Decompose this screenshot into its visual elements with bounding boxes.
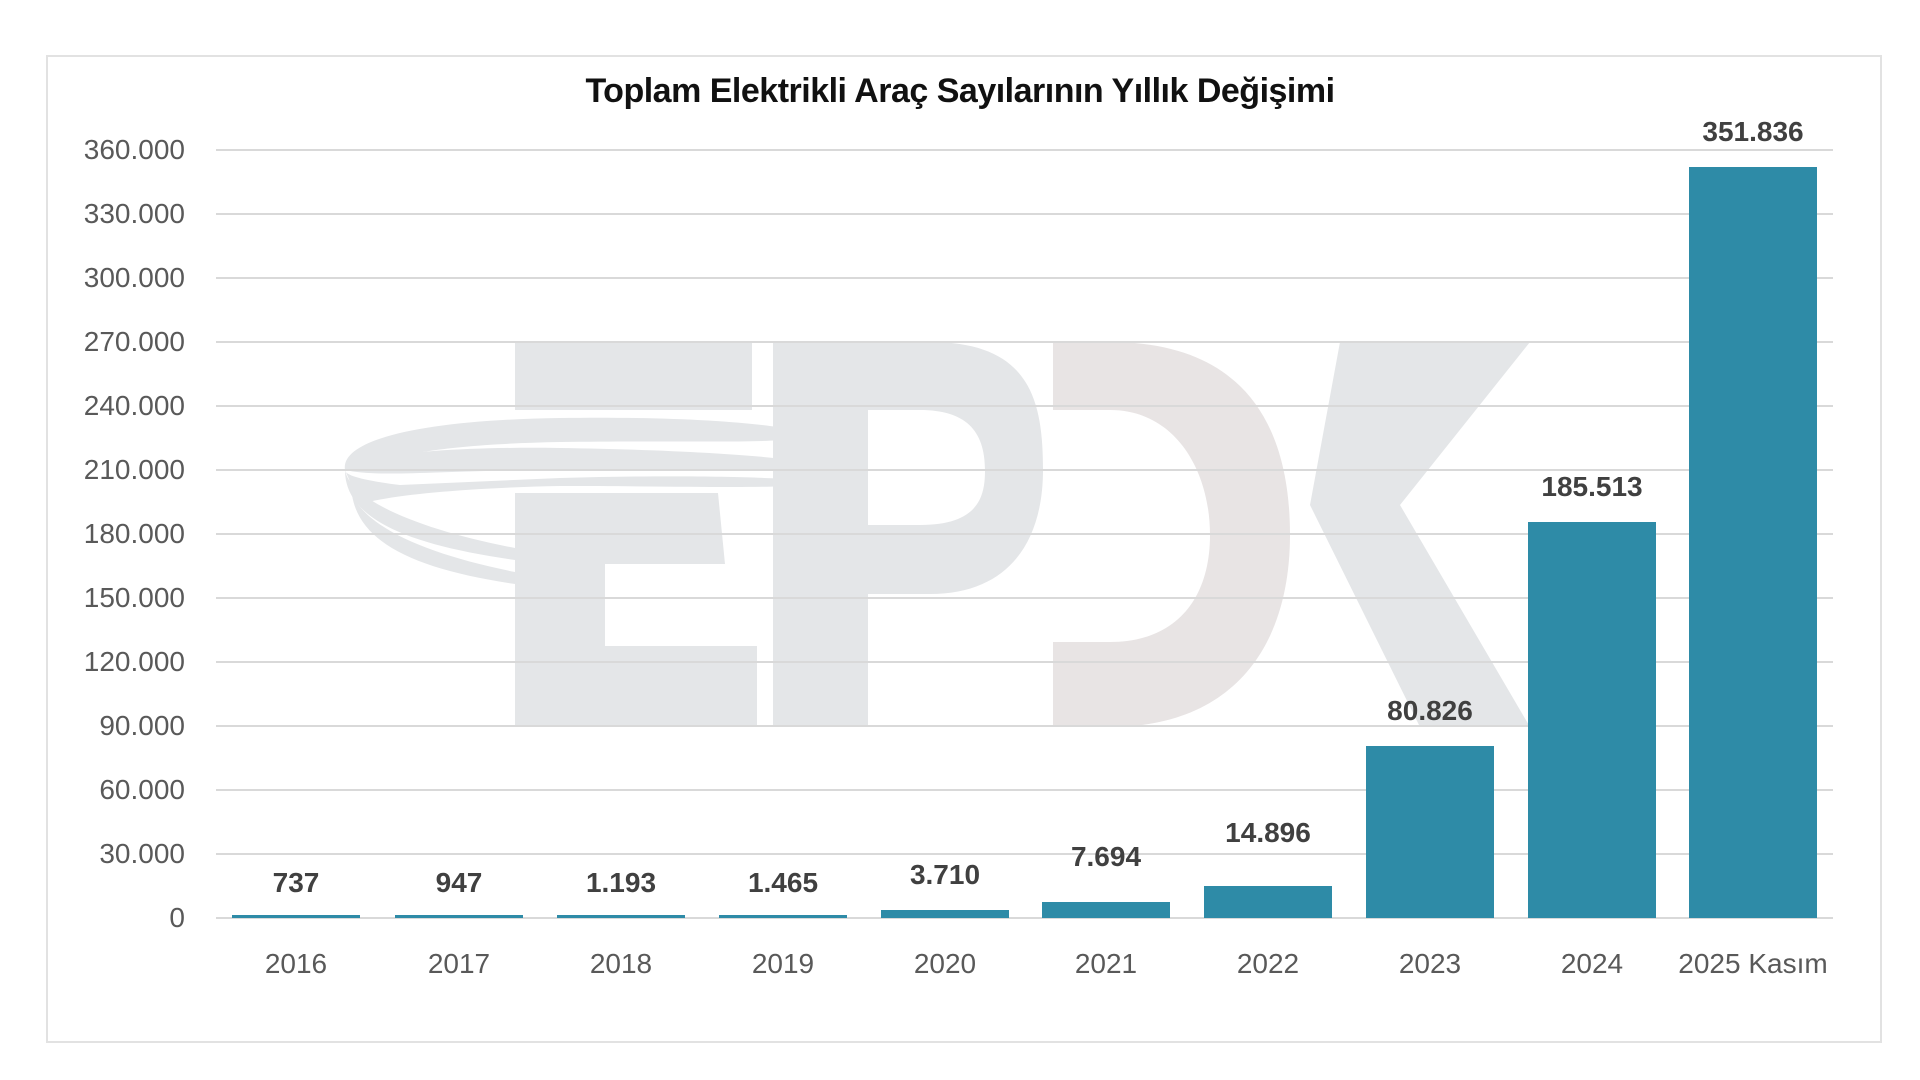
- x-axis-tick-label: 2025 Kasım: [1678, 948, 1828, 979]
- bar-2016[interactable]: [232, 915, 360, 918]
- x-axis-tick-label: 2016: [264, 948, 328, 979]
- bar-data-label: 185.513: [1541, 471, 1643, 503]
- gridline: [216, 277, 1833, 279]
- bar-2021[interactable]: [1042, 901, 1170, 918]
- gridline: [216, 469, 1833, 471]
- y-axis-tick-label: 120.000: [83, 646, 185, 677]
- gridline: [216, 917, 1833, 919]
- x-axis-tick-label: 2021: [1074, 948, 1138, 979]
- x-axis-tick-label: 2024: [1560, 948, 1624, 979]
- bar-data-label: 1.193: [585, 867, 657, 898]
- y-axis-tick-label: 300.000: [83, 262, 185, 293]
- bar-2020[interactable]: [881, 910, 1009, 918]
- gridline: [216, 405, 1833, 407]
- y-axis-tick-label: 0: [169, 902, 185, 933]
- x-axis-tick-label: 2019: [751, 948, 815, 979]
- y-axis-tick-label: 30.000: [99, 838, 185, 869]
- x-axis-tick-label: 2017: [427, 948, 491, 979]
- x-axis-tick-label: 2023: [1398, 948, 1462, 979]
- bar-data-label: 14.896: [1225, 817, 1311, 848]
- bar-data-label: 947: [435, 867, 483, 898]
- bar-data-label: 737: [272, 867, 320, 898]
- y-axis-tick-label: 330.000: [83, 198, 185, 229]
- x-axis-tick-label: 2018: [589, 948, 653, 979]
- y-axis-tick-label: 270.000: [83, 326, 185, 357]
- gridline: [216, 853, 1833, 855]
- x-axis-tick-label: 2020: [913, 948, 977, 979]
- bar-2025-kasım[interactable]: [1689, 167, 1817, 918]
- y-axis-tick-label: 180.000: [83, 518, 185, 549]
- bar-data-label: 351.836: [1702, 116, 1804, 148]
- bar-2023[interactable]: [1366, 745, 1494, 918]
- gridline: [216, 213, 1833, 215]
- gridline: [216, 341, 1833, 343]
- bar-data-label: 1.465: [747, 867, 819, 898]
- y-axis-tick-label: 60.000: [99, 774, 185, 805]
- y-axis-tick-label: 90.000: [99, 710, 185, 741]
- bar-2017[interactable]: [395, 915, 523, 918]
- bar-2022[interactable]: [1204, 886, 1332, 918]
- bar-2019[interactable]: [719, 914, 847, 918]
- bar-data-label: 7.694: [1070, 840, 1142, 872]
- y-axis-tick-label: 360.000: [83, 134, 185, 165]
- y-axis-tick-label: 240.000: [83, 390, 185, 421]
- gridline: [216, 533, 1833, 535]
- y-axis-tick-label: 150.000: [83, 582, 185, 613]
- gridline: [216, 789, 1833, 791]
- gridline: [216, 725, 1833, 727]
- bar-data-label: 80.826: [1387, 694, 1473, 726]
- y-axis-tick-label: 210.000: [83, 454, 185, 485]
- gridline: [216, 149, 1833, 151]
- bar-2018[interactable]: [557, 915, 685, 918]
- x-axis-tick-label: 2022: [1236, 948, 1300, 979]
- gridline: [216, 661, 1833, 663]
- chart-title: Toplam Elektrikli Araç Sayılarının Yıllı…: [585, 72, 1335, 110]
- gridline: [216, 597, 1833, 599]
- bar-data-label: 3.710: [909, 859, 981, 891]
- bar-2024[interactable]: [1528, 522, 1656, 918]
